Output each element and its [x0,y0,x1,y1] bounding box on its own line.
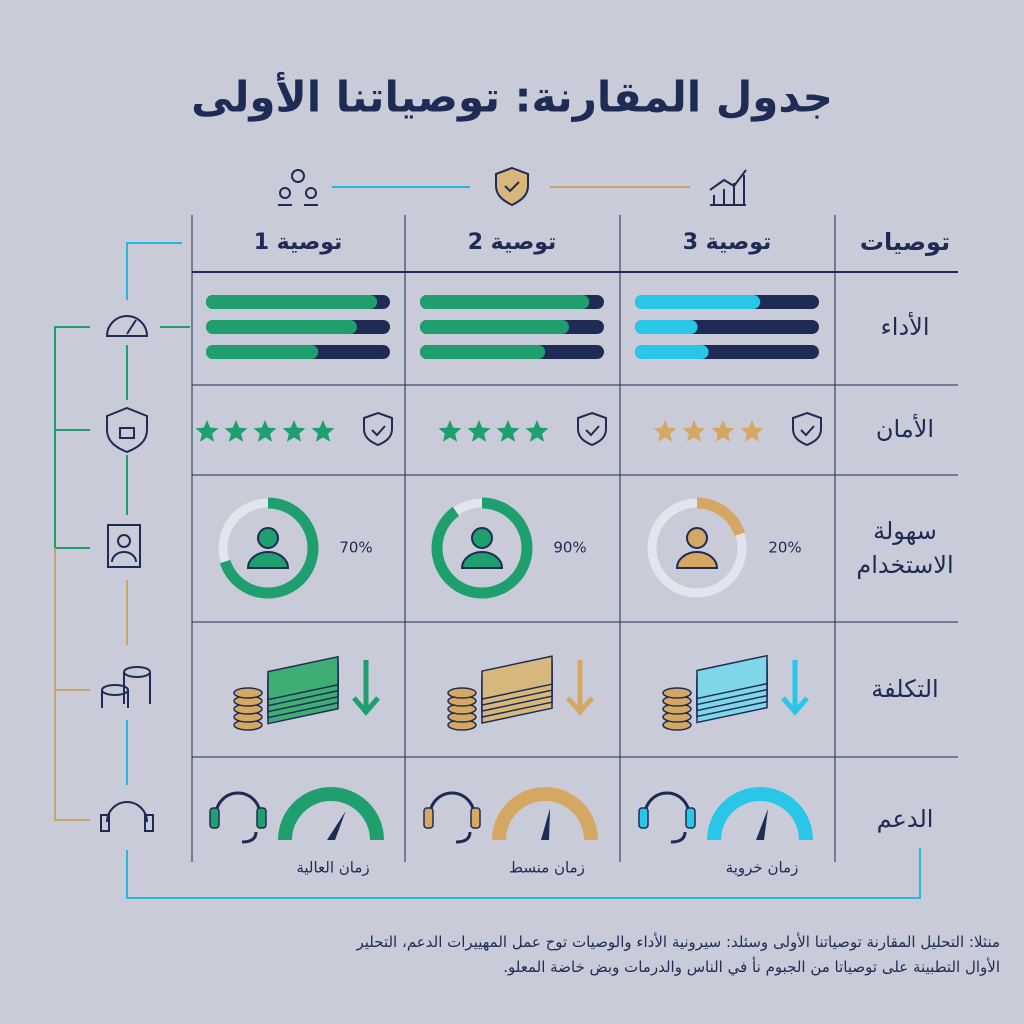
banknote [267,655,339,701]
gauge-arc [278,787,384,841]
usability-label: 20% [768,539,801,557]
star [740,420,764,442]
shield-icon [577,411,607,447]
bar [206,320,357,334]
ring [646,497,748,599]
support-label: زمان العالية [296,859,369,877]
cost-icon [233,655,380,731]
shield-icon [363,411,393,447]
footnote-line: الأوال التطبينة على توصياتا من الجبوم نأ… [503,958,1000,976]
gauge-needle [756,808,769,840]
usability-label: 70% [339,539,372,557]
side-icons [100,315,154,832]
bar [420,345,546,359]
headset [428,791,476,844]
cost-arrow [566,660,594,716]
row-label: الأداء [881,312,930,341]
column-header: توصية 1 [254,230,343,255]
coin [447,687,477,699]
headset [643,791,691,844]
star [224,420,248,442]
gauge-needle [541,808,551,840]
cost-icon [662,654,809,731]
user-body [246,551,290,569]
title: جدول المقارنة: توصياتنا الأولى [191,72,833,123]
headset-ear [423,807,434,829]
star [682,420,706,442]
footnote: منثلا: التحليل المقارنة توصياتنا الأولى … [24,930,1001,980]
headset [214,791,262,844]
row-label: التكلفة [871,675,938,703]
flow-lines [54,186,921,899]
shield-icon [792,411,822,447]
user-head [686,527,708,549]
column-header: توصية 2 [468,230,557,255]
ring [431,497,533,599]
star [311,420,335,442]
ring [217,497,319,599]
headset-ear [256,807,267,829]
star [467,420,491,442]
support-label: زمان منسط [509,859,585,877]
star [711,420,735,442]
headset-ear [638,807,649,829]
user-body [460,551,504,569]
row-label: الأمان [876,414,934,443]
header: توصيات [860,228,950,256]
user-head [471,527,493,549]
usability-label: 90% [553,539,586,557]
top-icons [278,166,747,207]
bar [420,295,590,309]
grid [191,215,958,862]
coin [233,687,263,699]
star [195,420,219,442]
headset-ear [470,807,481,829]
headset-ear [685,807,696,829]
row-label: سهولة [873,517,937,545]
bar [635,345,709,359]
row-label: الدعم [877,805,934,833]
bar [635,320,698,334]
column-header: توصية 3 [683,230,772,255]
cost-arrow [352,660,380,716]
star [525,420,549,442]
star [653,420,677,442]
bar [206,345,319,359]
banknote [696,654,768,700]
row-label: الاستخدام [856,551,953,579]
star [282,420,306,442]
user-head [257,527,279,549]
bar [635,295,761,309]
gauge-arc [492,787,598,841]
gauge-needle [327,811,346,840]
star [496,420,520,442]
cost-icon [447,655,594,731]
bar [420,320,570,334]
headset-ear [209,807,220,829]
banknote [481,655,553,700]
user-body [675,551,719,569]
gauge-arc [707,787,813,841]
cost-arrow [781,660,809,716]
bar [206,295,378,309]
star [438,420,462,442]
support-label: زمان خروية [726,859,799,877]
star [253,420,277,442]
coin [662,687,692,699]
footnote-line: منثلا: التحليل المقارنة توصياتنا الأولى … [356,933,1001,951]
